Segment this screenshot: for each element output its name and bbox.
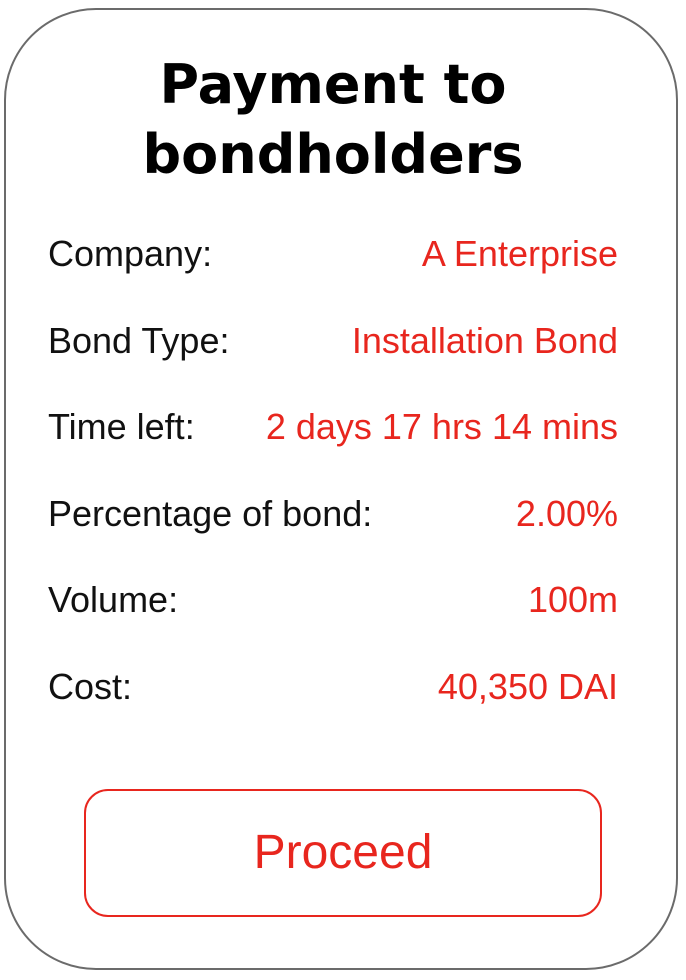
company-value: A Enterprise: [421, 233, 618, 274]
page-title: Payment to bondholders: [6, 50, 660, 190]
percentage-label: Percentage of bond:: [48, 493, 373, 534]
bond-type-value: Installation Bond: [351, 320, 618, 361]
cost-value: 40,350 DAI: [437, 666, 618, 707]
time-left-label: Time left:: [48, 406, 195, 447]
detail-row-time-left: Time left: 2 days 17 hrs 14 mins: [48, 407, 618, 447]
title-line-2: bondholders: [142, 123, 524, 186]
percentage-value: 2.00%: [515, 493, 618, 534]
detail-row-percentage: Percentage of bond: 2.00%: [48, 494, 618, 534]
proceed-button[interactable]: Proceed: [84, 789, 602, 917]
volume-label: Volume:: [48, 579, 179, 620]
bond-type-label: Bond Type:: [48, 320, 230, 361]
payment-card: Payment to bondholders Company: A Enterp…: [4, 8, 678, 970]
volume-value: 100m: [527, 579, 618, 620]
detail-row-bond-type: Bond Type: Installation Bond: [48, 321, 618, 361]
title-line-1: Payment to: [159, 53, 507, 116]
company-label: Company:: [48, 233, 213, 274]
detail-row-cost: Cost: 40,350 DAI: [48, 667, 618, 707]
detail-row-company: Company: A Enterprise: [48, 234, 618, 274]
detail-row-volume: Volume: 100m: [48, 580, 618, 620]
cost-label: Cost:: [48, 666, 133, 707]
time-left-value: 2 days 17 hrs 14 mins: [265, 406, 618, 447]
